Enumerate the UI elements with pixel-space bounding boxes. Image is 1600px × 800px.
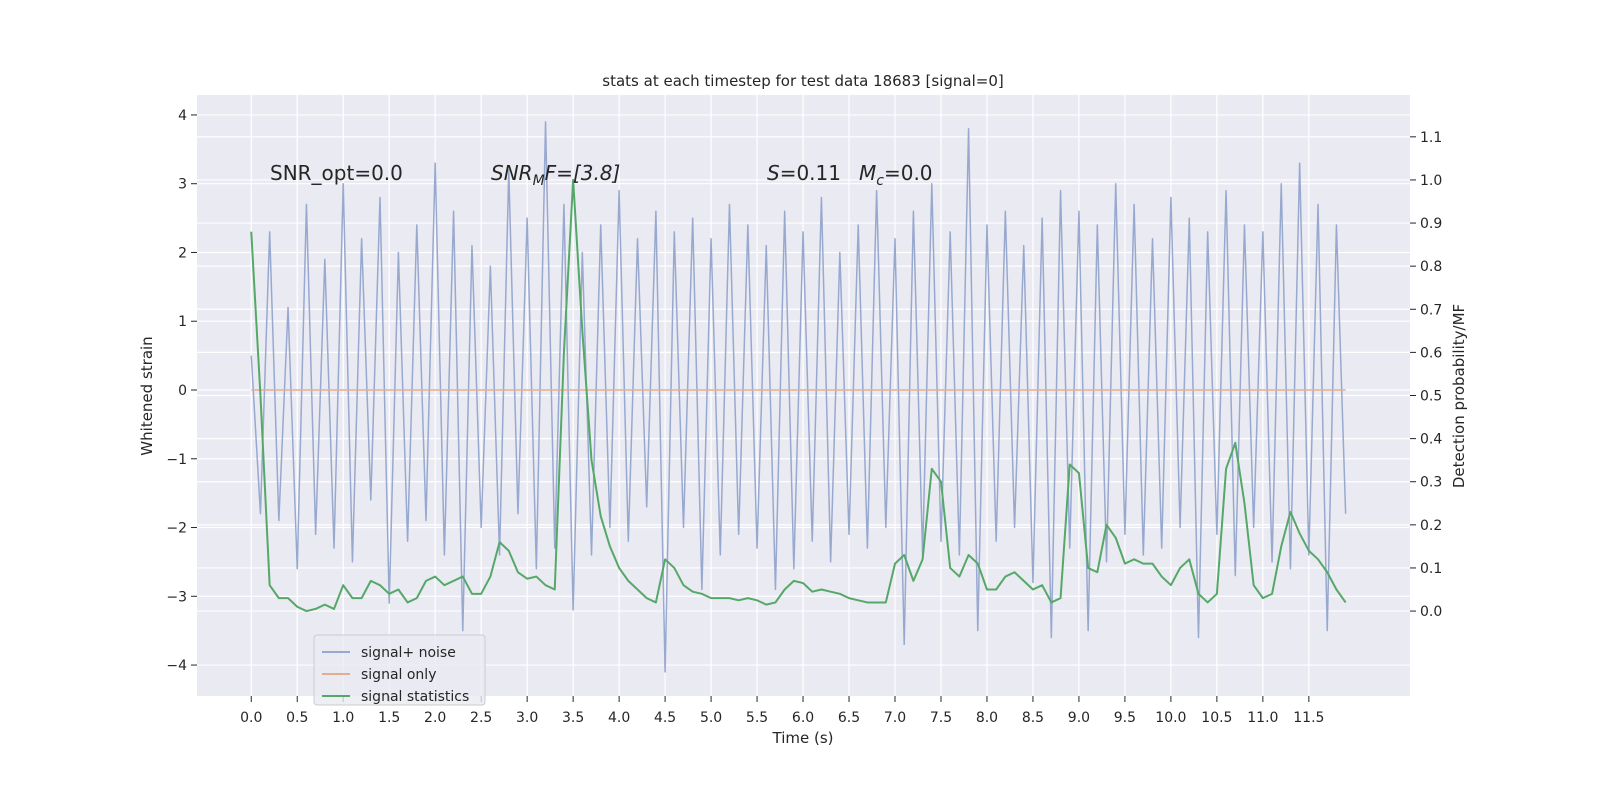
y2-tick-label: 0.3: [1420, 475, 1442, 491]
y-tick-label: 3: [178, 177, 187, 193]
x-tick-label: 7.5: [930, 710, 952, 726]
x-tick-label: 10.0: [1155, 710, 1186, 726]
y2-tick-label: 0.1: [1420, 561, 1442, 577]
x-tick-label: 8.0: [976, 710, 998, 726]
x-tick-label: 5.0: [700, 710, 722, 726]
series-line: [250, 121, 1347, 673]
annotation-part: S: [767, 161, 780, 185]
y2-axis-label: Detection probability/MF: [1450, 304, 1468, 488]
x-tick-label: 6.5: [838, 710, 860, 726]
x-tick-label: 2.0: [424, 710, 446, 726]
annotation: SNRMF=[3.8]: [491, 161, 620, 189]
y2-tick-label: 1.1: [1420, 130, 1442, 146]
x-tick-label: 3.0: [516, 710, 538, 726]
y-tick-label: −2: [166, 521, 187, 537]
annotation-part: =0.0: [884, 161, 933, 185]
y2-tick-label: 0.4: [1420, 432, 1442, 448]
x-tick-label: 11.0: [1247, 710, 1278, 726]
annotation: Mc=0.0: [859, 161, 933, 189]
x-tick-label: 6.0: [792, 710, 814, 726]
x-tick-label: 8.5: [1022, 710, 1044, 726]
annotation-sub: c: [876, 173, 884, 189]
x-tick-label: 4.0: [608, 710, 630, 726]
x-tick-label: 4.5: [654, 710, 676, 726]
series-line: [250, 178, 1347, 613]
y2-tick-label: 1.0: [1420, 173, 1442, 189]
ticks: 0.0 0.5 1.0 1.5 2.0 2.5 3.0 3.5 4.0 4.5 5.0 5.5 6.0 6…: [166, 108, 1442, 726]
y2-tick-label: 0.0: [1420, 604, 1442, 620]
annotation-part: SNR: [491, 161, 533, 185]
y-tick-label: 0: [178, 383, 187, 399]
y2-tick-label: 0.5: [1420, 389, 1442, 405]
legend-box: [313, 634, 486, 706]
y-tick-label: 2: [178, 245, 187, 261]
chart-title: stats at each timestep for test data 186…: [602, 72, 1003, 90]
y-tick-label: 4: [178, 108, 187, 124]
x-tick-label: 5.5: [746, 710, 768, 726]
annotation-part: =0.11: [780, 161, 841, 185]
x-tick-label: 7.0: [884, 710, 906, 726]
annotation-sub: M: [533, 173, 545, 189]
x-tick-label: 2.5: [470, 710, 492, 726]
y2-tick-label: 0.7: [1420, 302, 1442, 318]
x-tick-label: 0.0: [240, 710, 262, 726]
x-axis-label: Time (s): [772, 729, 834, 747]
y-tick-label: −3: [166, 589, 187, 605]
y2-tick-label: 0.9: [1420, 216, 1442, 232]
legend-label: signal+ noise: [361, 645, 456, 661]
x-tick-label: 0.5: [286, 710, 308, 726]
legend: signal+ noise signal only signal statistic…: [313, 634, 486, 706]
y2-tick-label: 0.2: [1420, 518, 1442, 534]
legend-label: signal statistics: [361, 689, 469, 705]
annotation-part: M: [859, 161, 876, 185]
x-tick-label: 9.5: [1114, 710, 1136, 726]
y2-tick-label: 0.8: [1420, 259, 1442, 275]
x-tick-label: 1.0: [332, 710, 354, 726]
annotation: S=0.11: [767, 161, 841, 185]
y-tick-label: −4: [166, 658, 187, 674]
legend-label: signal only: [361, 667, 436, 683]
x-tick-label: 9.0: [1068, 710, 1090, 726]
marks: [250, 121, 1347, 673]
x-tick-label: 10.5: [1201, 710, 1232, 726]
y-axis-label: Whitened strain: [138, 336, 156, 455]
y2-tick-label: 0.6: [1420, 345, 1442, 361]
annotation: SNR_opt=0.0: [270, 161, 403, 185]
x-tick-label: 11.5: [1293, 710, 1324, 726]
x-tick-label: 1.5: [378, 710, 400, 726]
y-tick-label: 1: [178, 314, 187, 330]
x-tick-label: 3.5: [562, 710, 584, 726]
y-tick-label: −1: [166, 452, 187, 468]
annotation-part: F=[3.8]: [545, 161, 621, 185]
